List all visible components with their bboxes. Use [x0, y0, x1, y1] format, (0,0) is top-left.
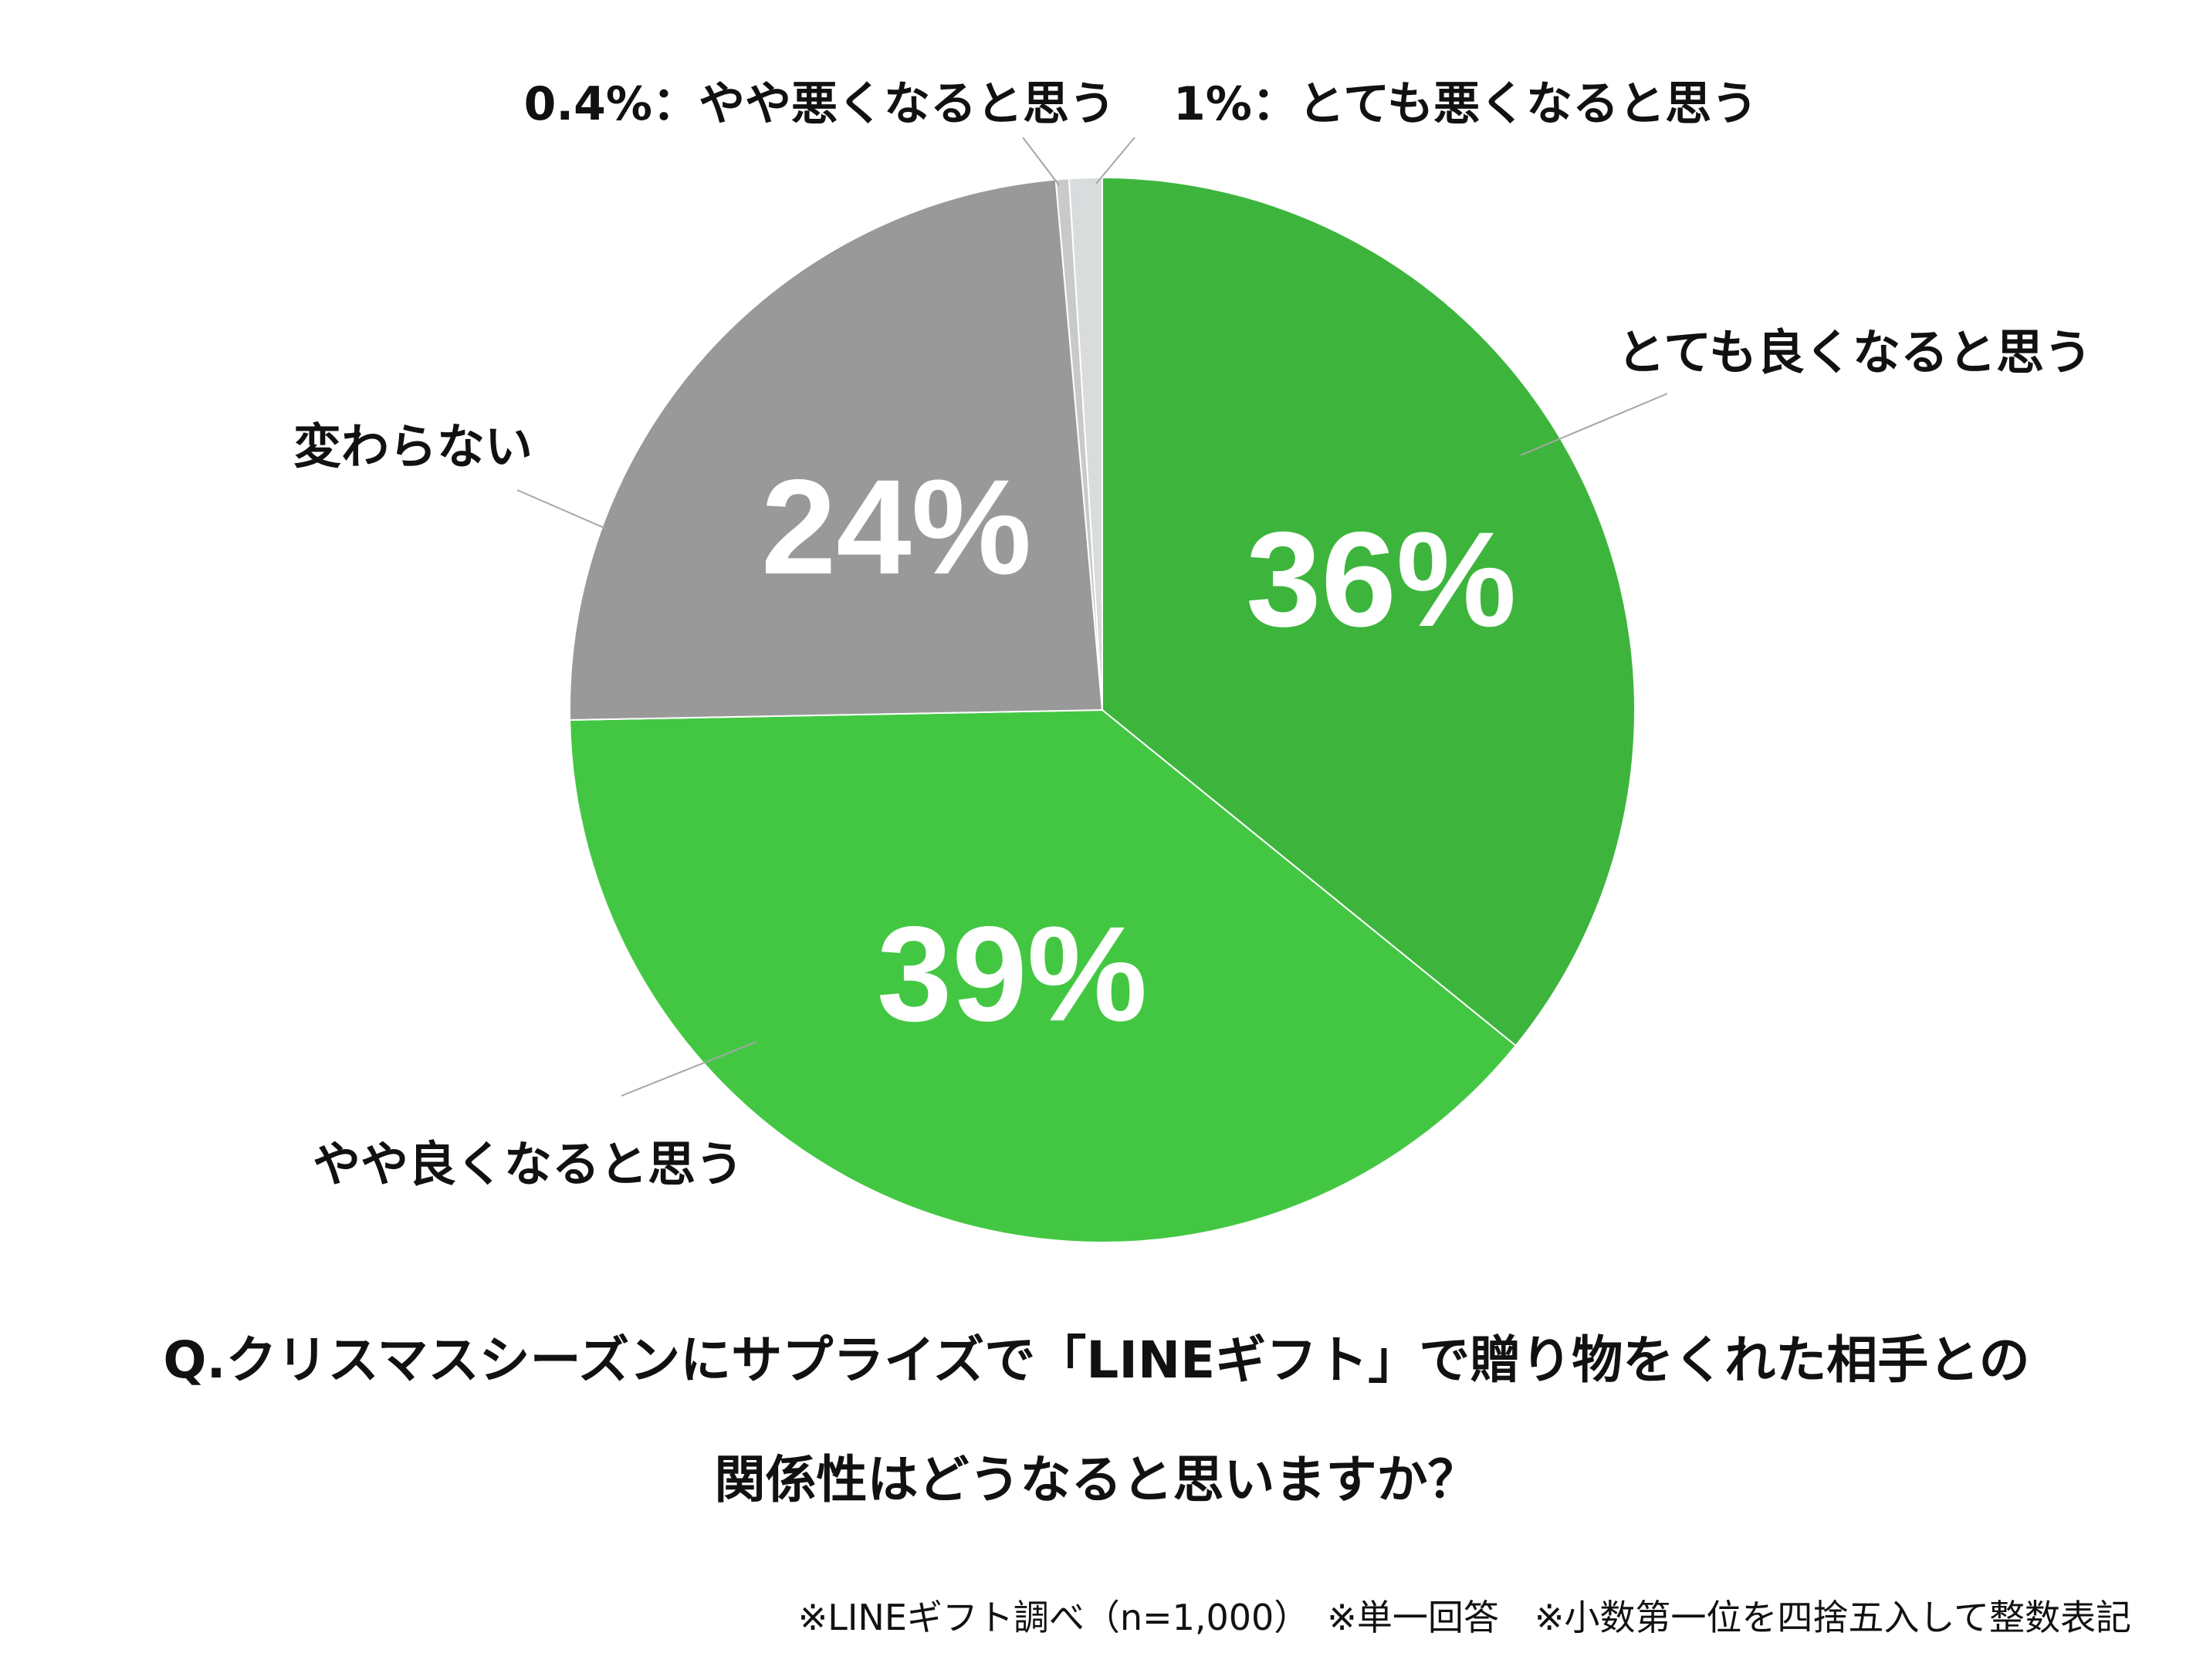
category-label-2: 変わらない: [293, 418, 533, 475]
leader-line-0: [1520, 393, 1668, 456]
category-label-1: やや良くなると思う: [313, 1136, 743, 1192]
category-label-4: 1%：とても悪くなると思う: [1173, 77, 1758, 131]
category-label-3: 0.4%：やや悪くなると思う: [524, 77, 1115, 131]
pie-slice-1: [569, 708, 1518, 1244]
pie-slice-4: [1068, 176, 1103, 711]
category-label-0: とても良くなると思う: [1617, 324, 2092, 380]
slice-value-label-1: 39%: [877, 899, 1147, 1050]
leader-line-1: [621, 1041, 757, 1097]
pie-slice-2: [569, 178, 1104, 721]
leader-line-2: [516, 489, 607, 529]
footnote: ※LINEギフト調べ（n=1,000） ※単一回答 ※小数第一位を四捨五入して整…: [797, 1597, 2131, 1638]
slice-value-label-2: 24%: [761, 452, 1031, 603]
slice-value-label-0: 36%: [1246, 505, 1516, 655]
question-line-2: 関係性はどうなると思いますか？: [714, 1450, 1479, 1509]
leader-line-3: [1022, 137, 1060, 186]
pie-slice-0: [1102, 176, 1636, 1047]
leader-line-4: [1095, 137, 1135, 184]
question-line-1: Q.クリスマスシーズンにサプライズで「LINEギフト」で贈り物をくれた相手との: [163, 1330, 2030, 1390]
